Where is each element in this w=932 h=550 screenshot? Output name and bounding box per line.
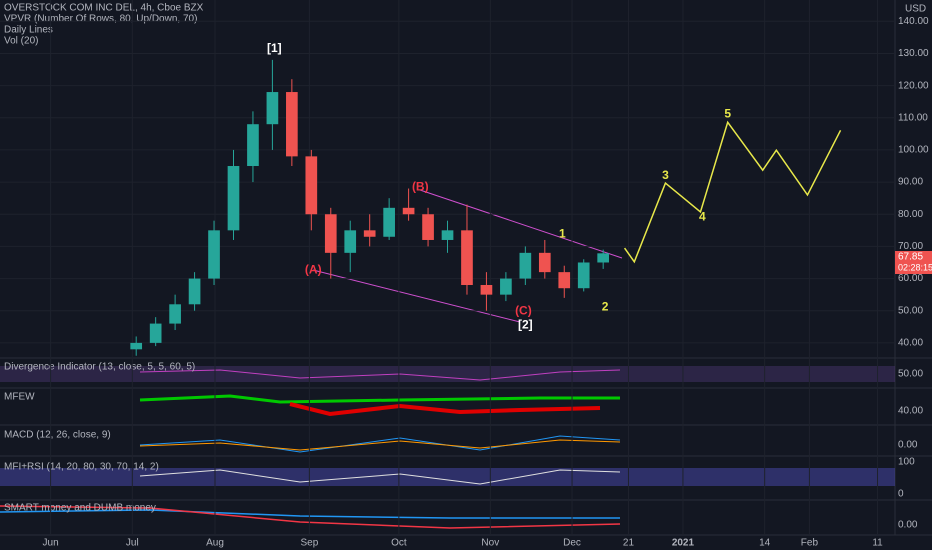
pane-title: Divergence Indicator (13, close, 5, 5, 6…	[4, 362, 195, 373]
pane-dividers	[0, 0, 932, 536]
candle-body	[169, 304, 181, 324]
candle-body	[461, 230, 473, 285]
candle-body	[188, 278, 201, 305]
pane-title: MFI+RSI (14, 20, 80, 30, 70, 14, 2)	[4, 462, 159, 473]
y-tick-label: 100.00	[898, 145, 929, 156]
x-tick-label: 11	[872, 538, 883, 549]
candle-body	[383, 207, 395, 237]
wave-label: (C)	[515, 304, 532, 318]
macd-signal	[139, 439, 621, 451]
macd-line	[139, 435, 621, 453]
pane-title: MFEW	[4, 392, 35, 403]
y-tick-label: 90.00	[898, 177, 923, 188]
indicator-label: Daily Lines	[4, 25, 53, 36]
price-tag	[895, 251, 932, 263]
indicator-label: Vol (20)	[4, 36, 38, 47]
wave-label: 2	[602, 299, 609, 313]
pane-tick: 0.00	[898, 440, 918, 451]
candle-body	[577, 262, 590, 289]
x-tick-label: 21	[623, 538, 635, 549]
wave-label: [2]	[518, 318, 533, 332]
pane-tick: 0.00	[898, 520, 918, 531]
pane-title: MACD (12, 26, close, 9)	[4, 430, 111, 441]
candle-body	[402, 207, 415, 215]
x-tick-label: Dec	[563, 538, 581, 549]
candle-body	[324, 214, 337, 253]
wave-label: (A)	[305, 262, 322, 276]
x-tick-label: Oct	[391, 538, 407, 549]
divergence-line	[139, 369, 621, 381]
y-tick-label: 40.00	[898, 338, 923, 349]
wave-label: [1]	[267, 41, 282, 55]
x-tick-label: Jun	[43, 538, 59, 549]
x-tick-label: 2021	[672, 538, 695, 549]
candle-body	[344, 230, 357, 253]
candle-body	[266, 92, 279, 125]
countdown-tag	[895, 263, 932, 274]
countdown: 02:28:15	[898, 262, 932, 272]
pane-title: SMART money and DUMB money	[4, 503, 156, 514]
y-tick-label: 80.00	[898, 209, 923, 220]
candle-body	[480, 284, 493, 295]
y-tick-label: 50.00	[898, 305, 923, 316]
wave-label: 4	[699, 210, 706, 224]
candle-body	[538, 252, 551, 273]
wave-label: (B)	[412, 179, 429, 193]
x-tick-label: Feb	[801, 538, 819, 549]
y-tick-label: 110.00	[898, 112, 928, 123]
mfew-down	[289, 402, 601, 417]
x-tick-label: Aug	[206, 538, 224, 549]
rsi-line	[139, 469, 621, 485]
candle-body	[208, 230, 220, 279]
candle-body	[149, 323, 162, 343]
pane-tick: 50.00	[898, 369, 923, 380]
wave-label: 1	[559, 226, 566, 240]
candle-body	[286, 92, 298, 157]
wave-label: 3	[662, 168, 669, 182]
candle-body	[247, 124, 259, 167]
y-tick-label: 130.00	[898, 48, 929, 59]
candle-body	[558, 272, 571, 289]
y-tick-label: 140.00	[898, 16, 929, 27]
candle-body	[441, 230, 454, 240]
candle-body	[305, 156, 318, 215]
smart-money	[0, 509, 620, 519]
currency: USD	[905, 4, 926, 15]
x-tick-label: 14	[759, 538, 771, 549]
last-price: 67.85	[898, 252, 923, 263]
candle-body	[130, 342, 143, 350]
candle-body	[363, 230, 376, 237]
candle-body	[597, 253, 610, 263]
x-tick-label: Jul	[126, 538, 139, 549]
candle-body	[519, 252, 532, 279]
y-tick-label: 120.00	[898, 80, 929, 91]
mfi-band	[0, 468, 895, 486]
wave-label: 5	[724, 106, 731, 120]
candle-body	[227, 166, 240, 231]
symbol-title: OVERSTOCK COM INC DEL, 4h, Cboe BZX	[4, 3, 204, 14]
candle-body	[500, 278, 512, 295]
y-tick-label: 70.00	[898, 241, 923, 252]
indicator-label: VPVR (Number Of Rows, 80, Up/Down, 70)	[4, 14, 197, 25]
dumb-money	[0, 505, 621, 529]
candle-body	[422, 214, 434, 240]
x-tick-label: Nov	[481, 538, 499, 549]
pane-tick: 40.00	[898, 406, 923, 417]
projection-line	[623, 120, 842, 264]
y-tick-label: 60.00	[898, 273, 923, 284]
pane-tick: 100	[898, 457, 915, 468]
pane-tick: 0	[898, 489, 904, 500]
x-tick-label: Sep	[300, 538, 318, 549]
